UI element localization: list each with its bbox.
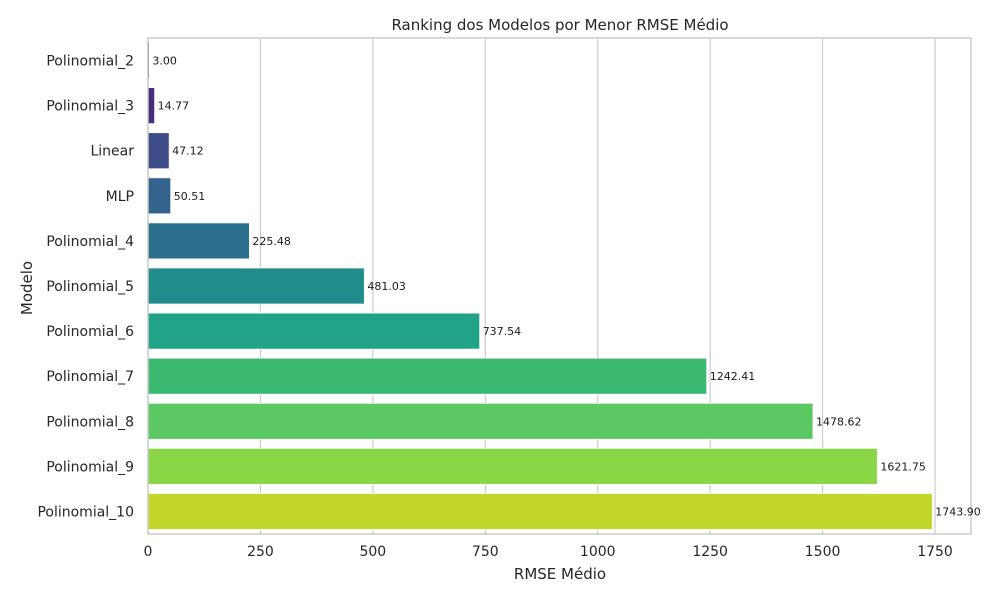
- category-label: Linear: [90, 144, 134, 160]
- data-label: 737.54: [483, 325, 522, 338]
- grid-lines: [147, 38, 936, 534]
- data-label: 50.51: [174, 190, 206, 203]
- data-label: 225.48: [252, 235, 291, 248]
- category-label: Polinomial_7: [46, 369, 134, 385]
- data-label: 1621.75: [880, 460, 926, 473]
- x-tick-label: 1500: [805, 544, 841, 560]
- bar: [147, 357, 708, 395]
- category-label: Polinomial_10: [37, 504, 134, 520]
- x-tick-label: 1250: [692, 544, 728, 560]
- x-axis-label: RMSE Médio: [514, 565, 606, 583]
- category-labels: Polinomial_2 Polinomial_3 Linear MLP Polinom…: [37, 54, 134, 521]
- data-label: 3.00: [152, 55, 177, 68]
- x-tick-label: 500: [359, 544, 386, 560]
- category-label: Polinomial_3: [46, 99, 134, 115]
- bar: [147, 132, 170, 170]
- bars: [147, 42, 933, 530]
- data-label: 1743.90: [935, 505, 981, 518]
- data-label: 1242.41: [710, 370, 756, 383]
- x-tick-labels: 0 250 500 750 1000 1250 1500 1750: [144, 544, 953, 560]
- x-tick-label: 0: [144, 544, 153, 560]
- x-tick-label: 750: [472, 544, 499, 560]
- bar: [147, 493, 933, 530]
- category-label: Polinomial_9: [46, 459, 134, 475]
- data-label: 14.77: [158, 100, 190, 113]
- bar: [147, 267, 365, 305]
- bar: [147, 222, 250, 260]
- x-tick-label: 250: [247, 544, 274, 560]
- y-axis-label: Modelo: [18, 261, 36, 315]
- category-label: Polinomial_6: [46, 324, 134, 340]
- data-labels: 3.00 14.77 47.12 50.51 225.48 481.03 737.54 124…: [152, 55, 980, 519]
- category-label: Polinomial_8: [46, 414, 134, 430]
- data-label: 1478.62: [816, 415, 862, 428]
- category-label: MLP: [106, 189, 134, 205]
- data-label: 47.12: [172, 145, 204, 158]
- category-label: Polinomial_4: [46, 234, 134, 250]
- category-label: Polinomial_2: [46, 54, 134, 70]
- bar: [147, 402, 814, 440]
- bar: [147, 177, 172, 215]
- x-tick-label: 1750: [917, 544, 953, 560]
- category-label: Polinomial_5: [46, 279, 134, 295]
- bar: [147, 447, 878, 485]
- bar: [147, 312, 481, 350]
- bar: [147, 87, 156, 125]
- chart-title: Ranking dos Modelos por Menor RMSE Médio: [391, 16, 728, 34]
- x-tick-label: 1000: [580, 544, 616, 560]
- plot-frame: [147, 37, 972, 535]
- data-label: 481.03: [367, 280, 406, 293]
